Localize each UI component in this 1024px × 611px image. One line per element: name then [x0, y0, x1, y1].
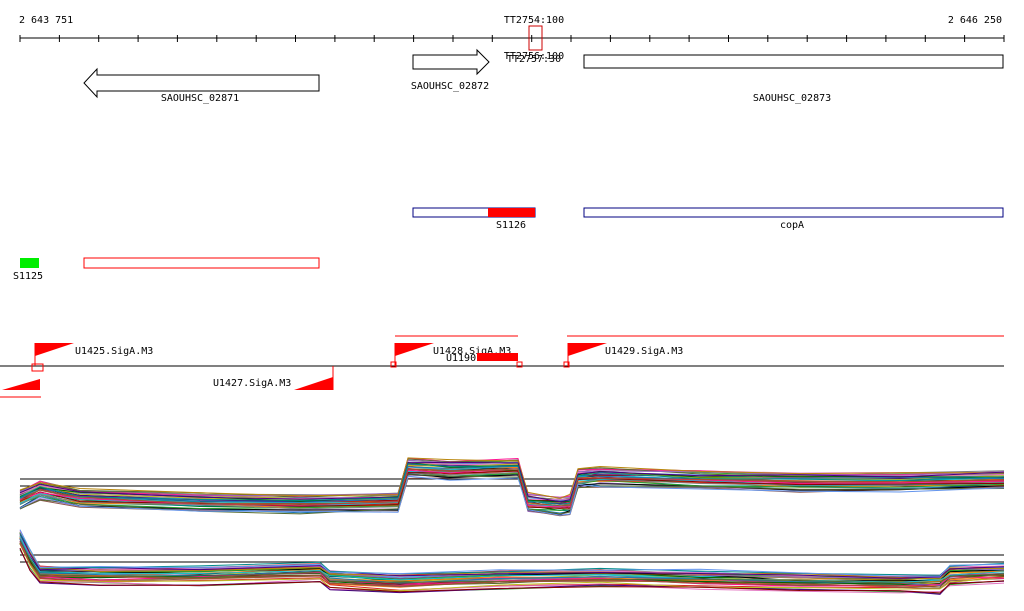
- terminator-marker[interactable]: [528, 25, 543, 51]
- feature-copa[interactable]: [583, 207, 1004, 218]
- feature-s1125[interactable]: [20, 258, 39, 268]
- promoter-box-u1190: [516, 361, 523, 368]
- feature-label-s1125: S1125: [13, 271, 43, 282]
- terminator-overlap-label-2: TT2757:30: [507, 54, 561, 65]
- expression-profile-line: [19, 538, 1005, 586]
- promoter-box-u1425: [31, 363, 44, 372]
- expression-profile-line: [19, 529, 1005, 577]
- gene-label-saouhsc-02872: SAOUHSC_02872: [411, 81, 489, 92]
- expression-track-upper: [19, 457, 1005, 517]
- promoter-label-u1428: U1428.SigA.M3: [433, 346, 511, 357]
- gene-arrow-saouhsc-02872[interactable]: [412, 48, 490, 76]
- expression-upper-profiles: [19, 457, 1005, 517]
- ruler-ticks: [19, 35, 1005, 42]
- promoter-u1190-block[interactable]: [477, 353, 518, 361]
- promoter-label-u1429: U1429.SigA.M3: [605, 346, 683, 357]
- expression-profile-line: [19, 541, 1005, 587]
- expression-profile-line: [19, 543, 1005, 588]
- expression-profile-line: [19, 457, 1005, 499]
- promoter-box-u1428: [390, 361, 397, 368]
- ruler-marker-label: TT2754:100: [504, 15, 564, 26]
- gene-track: SAOUHSC_02871 SAOUHSC_02872 SAOUHSC_0287…: [83, 48, 1004, 104]
- feature-track: S1126 copA S1125: [13, 207, 1004, 282]
- gene-label-saouhsc-02873: SAOUHSC_02873: [753, 93, 831, 104]
- promoter-flag-u1425[interactable]: [35, 343, 74, 356]
- feature-s1126-fill[interactable]: [488, 208, 535, 217]
- coordinate-ruler: 2 643 751 2 646 250 TT2754:100 TT2756:10…: [19, 15, 1005, 65]
- expression-profile-line: [19, 463, 1005, 505]
- expression-profile-line: [19, 475, 1005, 516]
- gene-arrow-saouhsc-02871[interactable]: [83, 67, 320, 99]
- expression-profile-line: [19, 537, 1005, 584]
- promoter-box-u1429: [563, 361, 570, 368]
- expression-track-lower: [19, 529, 1005, 595]
- expression-profile-line: [19, 461, 1005, 503]
- promoter-flag-u1429[interactable]: [568, 343, 607, 356]
- feature-label-s1126: S1126: [496, 220, 526, 231]
- expression-profile-line: [19, 540, 1005, 584]
- terminator-overlap-label-1: TT2756:100: [504, 51, 564, 62]
- promoter-flag-u1428[interactable]: [395, 343, 434, 356]
- expression-profile-line: [19, 547, 1005, 594]
- promoter-flag-edge[interactable]: [2, 379, 40, 390]
- promoter-track: U1425.SigA.M3 U1427.SigA.M3 U1428.SigA.M…: [0, 335, 1004, 398]
- ruler-start-label: 2 643 751: [19, 15, 73, 26]
- expression-lower-profiles: [19, 529, 1005, 595]
- feature-label-copa: copA: [780, 220, 804, 231]
- ruler-end-label: 2 646 250: [948, 15, 1002, 26]
- gene-label-saouhsc-02871: SAOUHSC_02871: [161, 93, 239, 104]
- expression-profile-line: [19, 535, 1005, 583]
- expression-profile-line: [19, 468, 1005, 507]
- promoter-flag-u1427[interactable]: [294, 377, 333, 390]
- expression-profile-line: [19, 533, 1005, 579]
- promoter-label-u1425: U1425.SigA.M3: [75, 346, 153, 357]
- expression-profile-line: [19, 533, 1005, 576]
- promoter-label-u1427: U1427.SigA.M3: [213, 378, 291, 389]
- feature-red-outline-box[interactable]: [83, 257, 320, 269]
- expression-profile-line: [19, 543, 1005, 592]
- expression-profile-line: [19, 548, 1005, 595]
- gene-box-saouhsc-02873[interactable]: [583, 54, 1004, 69]
- promoter-label-u1190: U1190: [446, 353, 476, 364]
